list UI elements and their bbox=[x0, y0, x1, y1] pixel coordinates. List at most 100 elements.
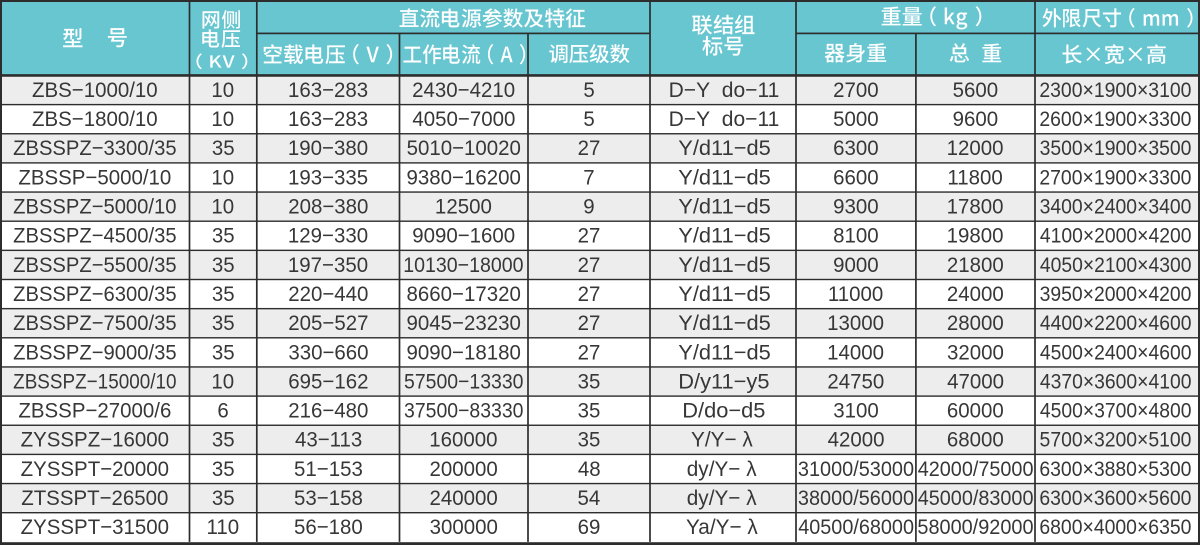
svg-text:35: 35 bbox=[212, 312, 235, 335]
svg-text:9000: 9000 bbox=[833, 253, 879, 276]
svg-text:dy/Y− λ: dy/Y− λ bbox=[687, 487, 757, 510]
svg-text:17800: 17800 bbox=[947, 195, 1004, 218]
svg-text:7: 7 bbox=[583, 166, 594, 189]
svg-text:35: 35 bbox=[578, 370, 601, 393]
svg-text:Y/d11−d5: Y/d11−d5 bbox=[678, 282, 770, 306]
svg-text:38000/56000: 38000/56000 bbox=[798, 486, 914, 510]
svg-text:35: 35 bbox=[212, 224, 235, 247]
svg-text:27: 27 bbox=[578, 312, 601, 335]
svg-text:9045−23230: 9045−23230 bbox=[407, 312, 521, 335]
svg-text:ZBSSPZ−6300/35: ZBSSPZ−6300/35 bbox=[13, 283, 176, 307]
svg-text:205−527: 205−527 bbox=[288, 312, 368, 335]
svg-text:14000: 14000 bbox=[827, 341, 884, 364]
svg-text:10: 10 bbox=[211, 195, 234, 218]
svg-text:48: 48 bbox=[578, 458, 601, 481]
svg-text:4500×2400×4600: 4500×2400×4600 bbox=[1040, 342, 1192, 365]
svg-text:4370×3600×4100: 4370×3600×4100 bbox=[1040, 371, 1192, 394]
svg-text:6: 6 bbox=[217, 399, 228, 422]
svg-text:160000: 160000 bbox=[429, 428, 497, 451]
svg-text:3500×1900×3500: 3500×1900×3500 bbox=[1040, 137, 1192, 160]
svg-text:4400×2200×4600: 4400×2200×4600 bbox=[1040, 312, 1192, 335]
svg-text:8100: 8100 bbox=[833, 224, 879, 247]
svg-text:2600×1900×3300: 2600×1900×3300 bbox=[1039, 108, 1191, 131]
svg-text:35: 35 bbox=[578, 428, 601, 451]
svg-text:D/do−d5: D/do−d5 bbox=[682, 399, 765, 423]
svg-text:ZTSSPT−26500: ZTSSPT−26500 bbox=[21, 487, 168, 510]
svg-text:D−Y do−11: D−Y do−11 bbox=[669, 79, 780, 102]
svg-text:ZYSSPT−31500: ZYSSPT−31500 bbox=[21, 516, 169, 539]
svg-text:6800×4000×6350: 6800×4000×6350 bbox=[1039, 516, 1191, 539]
svg-text:220−440: 220−440 bbox=[288, 283, 368, 306]
svg-text:3100: 3100 bbox=[833, 399, 879, 422]
svg-text:D−Y do−11: D−Y do−11 bbox=[669, 108, 780, 131]
svg-text:129−330: 129−330 bbox=[288, 224, 368, 247]
svg-text:ZBSSPZ−3300/35: ZBSSPZ−3300/35 bbox=[13, 137, 176, 161]
svg-text:190−380: 190−380 bbox=[288, 137, 368, 160]
svg-text:45000/83000: 45000/83000 bbox=[918, 486, 1034, 510]
svg-text:53−158: 53−158 bbox=[294, 487, 363, 510]
svg-text:163−283: 163−283 bbox=[288, 79, 368, 102]
svg-text:35: 35 bbox=[212, 458, 235, 481]
svg-text:330−660: 330−660 bbox=[288, 341, 368, 364]
svg-text:6600: 6600 bbox=[833, 166, 879, 189]
svg-text:10: 10 bbox=[211, 166, 234, 189]
svg-text:216−480: 216−480 bbox=[288, 399, 368, 422]
svg-text:9300: 9300 bbox=[833, 195, 879, 218]
svg-text:8660−17320: 8660−17320 bbox=[407, 283, 521, 306]
svg-text:12500: 12500 bbox=[435, 195, 492, 218]
svg-text:6300: 6300 bbox=[833, 137, 879, 160]
svg-text:69: 69 bbox=[578, 516, 601, 539]
svg-text:56−180: 56−180 bbox=[294, 516, 363, 539]
svg-text:ZBSSPZ−7500/35: ZBSSPZ−7500/35 bbox=[13, 312, 176, 336]
svg-text:Y/Y− λ: Y/Y− λ bbox=[691, 429, 753, 452]
svg-text:300000: 300000 bbox=[430, 516, 498, 539]
svg-text:19800: 19800 bbox=[947, 224, 1004, 247]
svg-text:ZBSSPZ−5500/35: ZBSSPZ−5500/35 bbox=[13, 253, 176, 277]
svg-text:35: 35 bbox=[212, 487, 235, 510]
svg-text:60000: 60000 bbox=[947, 399, 1004, 422]
svg-text:240000: 240000 bbox=[430, 487, 498, 510]
svg-text:9380−16200: 9380−16200 bbox=[407, 166, 521, 189]
svg-text:Y/d11−d5: Y/d11−d5 bbox=[678, 136, 770, 160]
svg-text:35: 35 bbox=[212, 428, 235, 451]
svg-text:5: 5 bbox=[583, 79, 594, 102]
svg-text:D/y11−y5: D/y11−y5 bbox=[678, 370, 769, 394]
svg-text:40500/68000: 40500/68000 bbox=[798, 516, 914, 540]
svg-text:10: 10 bbox=[211, 79, 234, 102]
svg-text:200000: 200000 bbox=[430, 458, 498, 481]
svg-text:37500−83330: 37500−83330 bbox=[404, 400, 523, 423]
svg-text:ZYSSPZ−16000: ZYSSPZ−16000 bbox=[21, 428, 169, 451]
svg-text:695−162: 695−162 bbox=[288, 370, 368, 393]
svg-text:Ya/Y− λ: Ya/Y− λ bbox=[686, 516, 758, 539]
svg-text:Y/d11−d5: Y/d11−d5 bbox=[678, 195, 770, 219]
svg-text:24000: 24000 bbox=[947, 283, 1004, 306]
svg-text:35: 35 bbox=[212, 341, 235, 364]
svg-text:57500−13330: 57500−13330 bbox=[404, 371, 523, 394]
svg-text:ZBSSPZ−15000/10: ZBSSPZ−15000/10 bbox=[13, 370, 176, 393]
svg-text:35: 35 bbox=[212, 283, 235, 306]
svg-text:5: 5 bbox=[583, 108, 594, 131]
svg-text:9090−18180: 9090−18180 bbox=[407, 341, 521, 364]
svg-text:51−153: 51−153 bbox=[294, 458, 363, 481]
svg-text:58000/92000: 58000/92000 bbox=[917, 516, 1033, 540]
svg-text:3950×2000×4200: 3950×2000×4200 bbox=[1040, 283, 1192, 306]
svg-text:10: 10 bbox=[211, 108, 234, 131]
svg-text:24750: 24750 bbox=[827, 370, 884, 393]
svg-text:6300×3880×5300: 6300×3880×5300 bbox=[1039, 458, 1191, 481]
svg-text:27: 27 bbox=[578, 253, 601, 276]
svg-text:68000: 68000 bbox=[947, 428, 1004, 451]
svg-text:27: 27 bbox=[578, 224, 601, 247]
svg-text:11000: 11000 bbox=[828, 283, 883, 306]
svg-text:ZBSSPZ−5000/10: ZBSSPZ−5000/10 bbox=[13, 195, 176, 219]
svg-text:Y/d11−d5: Y/d11−d5 bbox=[678, 311, 770, 335]
svg-text:4100×2000×4200: 4100×2000×4200 bbox=[1040, 225, 1192, 248]
svg-text:42000: 42000 bbox=[828, 428, 885, 451]
svg-text:ZBS−1000/10: ZBS−1000/10 bbox=[32, 79, 158, 102]
svg-text:5000: 5000 bbox=[833, 108, 879, 131]
svg-text:31000/53000: 31000/53000 bbox=[798, 457, 914, 481]
svg-text:12000: 12000 bbox=[947, 137, 1004, 160]
svg-text:54: 54 bbox=[578, 487, 601, 510]
svg-text:11800: 11800 bbox=[947, 166, 1002, 189]
svg-text:2700: 2700 bbox=[833, 79, 879, 102]
svg-text:9090−1600: 9090−1600 bbox=[412, 224, 515, 247]
